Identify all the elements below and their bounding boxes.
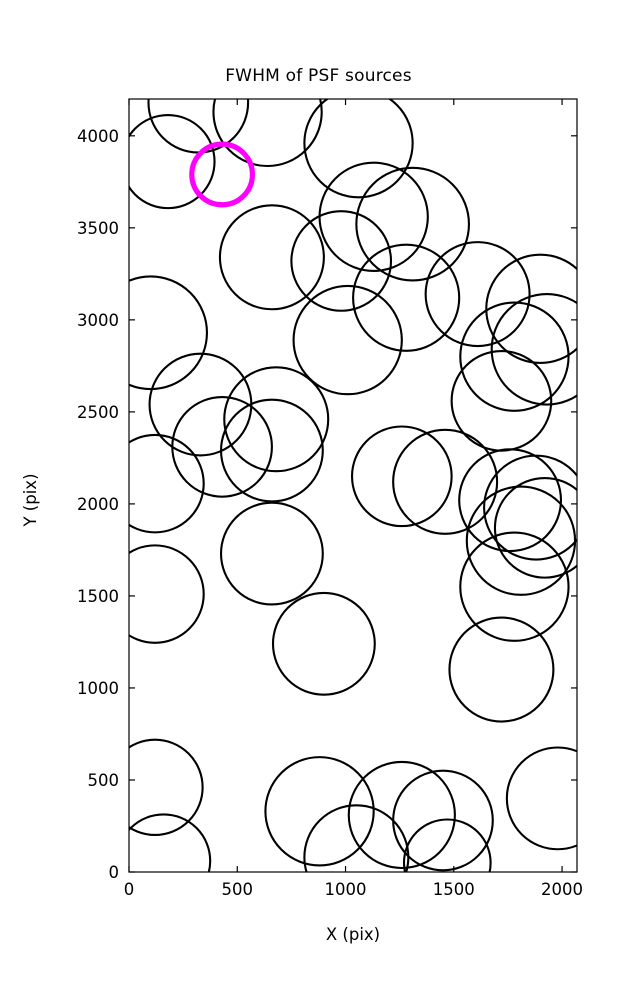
- psf-source-circle: [458, 448, 563, 553]
- psf-source-circle: [171, 396, 273, 498]
- x-axis-label: X (pix): [326, 925, 380, 944]
- psf-source-circle: [218, 204, 325, 311]
- psf-source-circle: [459, 531, 570, 642]
- y-tick-label: 500: [88, 771, 120, 790]
- page-title: FWHM of PSF sources: [225, 66, 412, 86]
- psf-source-circle: [264, 756, 375, 867]
- psf-source-circle: [448, 616, 555, 723]
- selected-source-circle: [189, 141, 256, 208]
- psf-source-circle: [392, 428, 499, 535]
- psf-source-circle: [219, 398, 324, 503]
- psf-source-circle: [223, 366, 330, 473]
- psf-source-circle: [347, 760, 456, 870]
- y-axis-label: Y (pix): [21, 473, 40, 527]
- x-tick-label: 2000: [541, 880, 583, 899]
- axes-spines: [128, 98, 578, 873]
- psf-source-circle: [129, 813, 212, 872]
- psf-source-circle: [350, 425, 453, 528]
- y-tick-label: 1500: [77, 587, 119, 606]
- data-layer: [129, 99, 577, 872]
- psf-source-circle: [352, 243, 461, 352]
- y-tick-label: 3000: [77, 311, 119, 330]
- y-tick-label: 3500: [77, 219, 119, 238]
- psf-source-circle: [129, 544, 205, 644]
- psf-source-circle: [292, 284, 403, 396]
- psf-source-circle: [493, 476, 577, 579]
- psf-source-circle: [490, 293, 577, 406]
- x-tick-label: 1500: [433, 880, 475, 899]
- x-tick-label: 0: [124, 880, 135, 899]
- psf-source-circle: [129, 738, 204, 837]
- psf-source-circle: [212, 99, 323, 168]
- psf-source-circle: [290, 210, 393, 312]
- psf-source-circle: [459, 301, 570, 412]
- x-tick-label: 1000: [325, 880, 367, 899]
- psf-source-circle: [424, 241, 531, 348]
- psf-source-circle: [485, 253, 577, 364]
- psf-source-circle: [129, 113, 216, 210]
- psf-source-circle: [129, 433, 205, 534]
- psf-source-circle: [483, 454, 577, 561]
- y-tick-label: 2500: [77, 403, 119, 422]
- psf-source-circle: [505, 746, 577, 851]
- psf-source-circle: [271, 591, 376, 696]
- y-tick-label: 0: [109, 863, 120, 882]
- x-tick-label: 500: [222, 880, 254, 899]
- y-tick-label: 2000: [77, 495, 119, 514]
- psf-source-circle: [303, 804, 410, 872]
- psf-source-circle: [303, 99, 414, 199]
- psf-source-circle: [219, 501, 324, 606]
- psf-source-circle: [402, 818, 492, 872]
- tick-label-layer: 0 500 1000 1500 2000 0 500 1000 1500 2000 2500 3000…: [77, 127, 583, 899]
- psf-source-circle: [129, 275, 208, 391]
- psf-source-circle: [465, 485, 577, 596]
- y-tick-label: 4000: [77, 127, 119, 146]
- psf-source-circle: [355, 166, 471, 282]
- y-tick-label: 1000: [77, 679, 119, 698]
